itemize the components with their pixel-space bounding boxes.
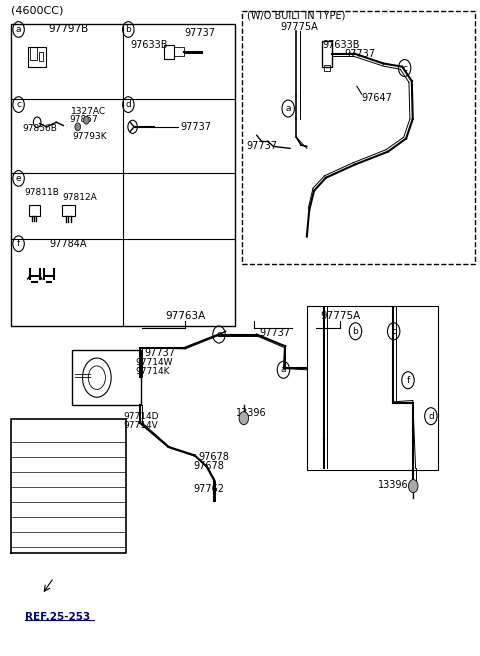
Text: 97857: 97857 <box>70 115 98 124</box>
Text: 97714V: 97714V <box>123 421 158 430</box>
Text: d: d <box>428 412 434 420</box>
Text: 13396: 13396 <box>378 480 409 490</box>
Text: e: e <box>16 174 22 183</box>
Circle shape <box>84 116 89 124</box>
Text: 97737: 97737 <box>144 348 176 358</box>
Bar <box>30 47 36 60</box>
Text: a: a <box>16 25 21 34</box>
Text: (W/O BUILT IN TYPE): (W/O BUILT IN TYPE) <box>247 10 346 21</box>
Text: 97737: 97737 <box>246 142 277 152</box>
Bar <box>174 47 184 56</box>
Text: 97762: 97762 <box>193 483 224 494</box>
Text: c: c <box>402 64 407 73</box>
Bar <box>242 10 475 264</box>
Bar <box>28 47 46 67</box>
Bar <box>11 24 235 326</box>
Text: e: e <box>216 330 222 339</box>
Text: 97737: 97737 <box>184 28 215 39</box>
Text: b: b <box>353 327 359 336</box>
Text: 97775A: 97775A <box>281 22 319 32</box>
Text: 1327AC: 1327AC <box>71 107 106 115</box>
Text: (4600CC): (4600CC) <box>11 6 63 16</box>
Bar <box>322 41 332 67</box>
Text: 97737: 97737 <box>344 49 375 58</box>
Text: 97797B: 97797B <box>48 24 88 35</box>
Text: d: d <box>125 100 131 109</box>
Text: 97678: 97678 <box>193 461 224 472</box>
Text: 97647: 97647 <box>362 93 393 103</box>
Text: 97737: 97737 <box>259 328 290 338</box>
Text: 97678: 97678 <box>198 453 229 462</box>
Text: 97714D: 97714D <box>123 413 158 421</box>
Text: 97775A: 97775A <box>320 311 360 321</box>
Bar <box>38 52 43 62</box>
Bar <box>307 306 438 470</box>
Text: 97793K: 97793K <box>72 132 107 141</box>
Text: 97633B: 97633B <box>322 39 360 49</box>
Text: 97811B: 97811B <box>24 188 59 197</box>
Text: 97763A: 97763A <box>165 311 205 321</box>
Text: 97714K: 97714K <box>135 367 169 376</box>
Text: REF.25-253: REF.25-253 <box>25 612 91 622</box>
Text: a: a <box>281 365 286 375</box>
Text: 97856B: 97856B <box>23 124 58 133</box>
Text: 97714W: 97714W <box>135 358 172 367</box>
Text: f: f <box>407 376 409 385</box>
Text: b: b <box>125 25 131 34</box>
Bar <box>72 350 141 405</box>
Text: 97737: 97737 <box>180 122 211 132</box>
Text: 13396: 13396 <box>236 408 267 418</box>
Text: a: a <box>286 104 291 113</box>
Text: 97784A: 97784A <box>49 239 87 249</box>
Text: 97812A: 97812A <box>62 193 97 202</box>
Bar <box>29 205 39 216</box>
Bar <box>324 65 330 72</box>
Bar <box>62 205 75 216</box>
Circle shape <box>239 411 249 424</box>
Text: 97633B: 97633B <box>130 40 168 50</box>
Text: f: f <box>17 239 20 248</box>
Circle shape <box>408 480 418 493</box>
Bar <box>164 45 174 59</box>
Text: c: c <box>16 100 21 109</box>
Circle shape <box>75 123 81 131</box>
Text: c: c <box>391 327 396 336</box>
